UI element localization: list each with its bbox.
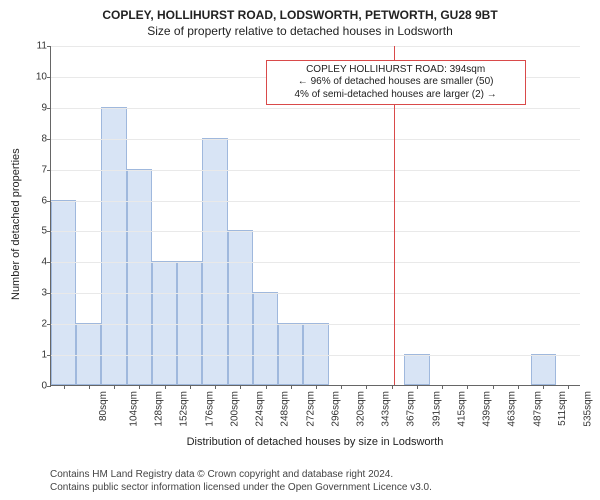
attribution-line: Contains public sector information licen…	[50, 482, 432, 495]
xtick-mark	[417, 385, 418, 389]
ytick-label: 7	[29, 164, 47, 175]
ytick-mark	[47, 324, 51, 325]
attribution: Contains HM Land Registry data © Crown c…	[50, 469, 432, 494]
xtick-label: 367sqm	[406, 391, 417, 427]
ytick-mark	[47, 262, 51, 263]
ytick-mark	[47, 293, 51, 294]
xtick-mark	[493, 385, 494, 389]
x-axis-label: Distribution of detached houses by size …	[50, 436, 580, 448]
xtick-mark	[518, 385, 519, 389]
ytick-label: 6	[29, 195, 47, 206]
xtick-label: 152sqm	[179, 391, 190, 427]
plot: 0123456789101180sqm104sqm128sqm152sqm176…	[50, 46, 580, 386]
gridline	[51, 139, 580, 140]
ytick-mark	[47, 386, 51, 387]
xtick-mark	[89, 385, 90, 389]
gridline	[51, 231, 580, 232]
bar	[404, 354, 429, 385]
ytick-label: 8	[29, 133, 47, 144]
bar	[253, 292, 278, 385]
xtick-mark	[366, 385, 367, 389]
xtick-label: 511sqm	[557, 391, 568, 426]
page-title: COPLEY, HOLLIHURST ROAD, LODSWORTH, PETW…	[12, 8, 588, 22]
xtick-label: 391sqm	[431, 391, 442, 427]
xtick-label: 487sqm	[532, 391, 543, 427]
annotation-box: COPLEY HOLLIHURST ROAD: 394sqm← 96% of d…	[266, 60, 526, 106]
ytick-label: 5	[29, 226, 47, 237]
ytick-label: 9	[29, 102, 47, 113]
xtick-label: 343sqm	[381, 391, 392, 427]
xtick-label: 104sqm	[128, 391, 139, 427]
xtick-label: 176sqm	[204, 391, 215, 427]
xtick-label: 248sqm	[280, 391, 291, 427]
ytick-label: 4	[29, 257, 47, 268]
ytick-mark	[47, 170, 51, 171]
ytick-mark	[47, 46, 51, 47]
annotation-line: ← 96% of detached houses are smaller (50…	[273, 76, 519, 89]
xtick-mark	[316, 385, 317, 389]
xtick-label: 320sqm	[356, 391, 367, 427]
bar	[51, 200, 76, 385]
xtick-mark	[467, 385, 468, 389]
xtick-mark	[114, 385, 115, 389]
xtick-mark	[291, 385, 292, 389]
xtick-label: 128sqm	[154, 391, 165, 427]
xtick-label: 296sqm	[330, 391, 341, 427]
gridline	[51, 108, 580, 109]
xtick-label: 535sqm	[583, 391, 594, 427]
gridline	[51, 170, 580, 171]
xtick-label: 439sqm	[482, 391, 493, 427]
xtick-mark	[139, 385, 140, 389]
xtick-mark	[215, 385, 216, 389]
gridline	[51, 324, 580, 325]
title-block: COPLEY, HOLLIHURST ROAD, LODSWORTH, PETW…	[12, 8, 588, 38]
bar	[202, 138, 227, 385]
ytick-mark	[47, 108, 51, 109]
xtick-mark	[392, 385, 393, 389]
gridline	[51, 293, 580, 294]
xtick-mark	[266, 385, 267, 389]
gridline	[51, 355, 580, 356]
ytick-mark	[47, 355, 51, 356]
bar	[531, 354, 556, 385]
annotation-line: 4% of semi-detached houses are larger (2…	[273, 89, 519, 102]
ytick-mark	[47, 201, 51, 202]
bar	[101, 107, 126, 385]
attribution-line: Contains HM Land Registry data © Crown c…	[50, 469, 432, 482]
annotation-line: COPLEY HOLLIHURST ROAD: 394sqm	[273, 64, 519, 77]
xtick-label: 272sqm	[305, 391, 316, 427]
xtick-mark	[64, 385, 65, 389]
ytick-mark	[47, 77, 51, 78]
xtick-mark	[341, 385, 342, 389]
ytick-mark	[47, 139, 51, 140]
ytick-label: 10	[29, 71, 47, 82]
xtick-mark	[568, 385, 569, 389]
plot-area: 0123456789101180sqm104sqm128sqm152sqm176…	[50, 46, 580, 386]
xtick-label: 224sqm	[255, 391, 266, 427]
gridline	[51, 46, 580, 47]
page-subtitle: Size of property relative to detached ho…	[12, 24, 588, 38]
xtick-label: 200sqm	[229, 391, 240, 427]
xtick-mark	[165, 385, 166, 389]
bar	[228, 230, 253, 385]
xtick-mark	[442, 385, 443, 389]
ytick-label: 3	[29, 288, 47, 299]
xtick-mark	[543, 385, 544, 389]
ytick-label: 1	[29, 350, 47, 361]
ytick-mark	[47, 231, 51, 232]
xtick-label: 415sqm	[457, 391, 468, 427]
xtick-label: 80sqm	[98, 391, 109, 421]
ytick-label: 0	[29, 381, 47, 392]
ytick-label: 2	[29, 319, 47, 330]
xtick-mark	[240, 385, 241, 389]
ytick-label: 11	[29, 41, 47, 52]
gridline	[51, 201, 580, 202]
chart-container: COPLEY, HOLLIHURST ROAD, LODSWORTH, PETW…	[0, 0, 600, 500]
xtick-label: 463sqm	[507, 391, 518, 427]
gridline	[51, 262, 580, 263]
y-axis-label: Number of detached properties	[10, 148, 22, 300]
xtick-mark	[190, 385, 191, 389]
